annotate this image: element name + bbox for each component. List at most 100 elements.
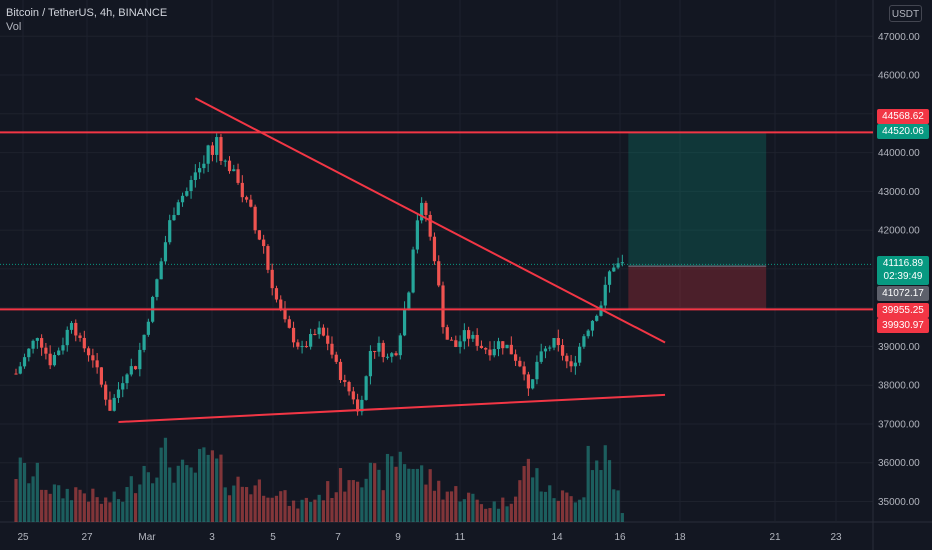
x-tick-label: 21 [769, 532, 781, 543]
x-tick-label: 16 [614, 532, 626, 543]
y-tick-label: 47000.00 [878, 32, 920, 43]
candle-body [479, 345, 484, 348]
x-tick-label: 14 [551, 532, 563, 543]
volume-bar [125, 487, 129, 522]
volume-bar [210, 450, 215, 522]
candle-body [462, 330, 466, 342]
volume-bar [539, 491, 543, 522]
candle-body [573, 362, 577, 367]
x-tick-label: 9 [395, 532, 401, 543]
candle-body [159, 261, 163, 280]
volume-bar [146, 472, 150, 522]
volume-bar [398, 451, 402, 522]
candle-body [155, 279, 159, 297]
volume-bar [215, 458, 219, 522]
volume-bar [347, 480, 351, 522]
candle-body [95, 360, 99, 368]
volume-bar [582, 497, 586, 522]
candle-body [607, 271, 612, 285]
volume-label[interactable]: Vol [6, 21, 22, 33]
candle-body [210, 145, 215, 155]
volume-bar [129, 476, 133, 522]
candle-body [22, 357, 27, 367]
volume-bar [548, 485, 552, 522]
candle-body [172, 214, 176, 221]
volume-bar [52, 484, 57, 522]
volume-bar [244, 487, 249, 522]
position-stop-zone [628, 266, 767, 310]
candle-body [599, 305, 603, 316]
candle-body [454, 340, 458, 347]
candle-body [488, 349, 492, 356]
candle-body [138, 349, 142, 370]
candle-body [543, 348, 548, 352]
candle-body [206, 145, 210, 164]
symbol-title[interactable]: Bitcoin / TetherUS, 4h, BINANCE [6, 7, 168, 19]
volume-bar [274, 495, 279, 522]
volume-bar [501, 497, 505, 522]
volume-bar [560, 490, 565, 522]
y-tick-label: 36000.00 [878, 458, 920, 469]
long-position-tool [0, 132, 873, 310]
volume-bar [526, 458, 530, 522]
candle-body [317, 327, 321, 335]
x-tick-label: Mar [138, 532, 156, 543]
volume-bar [91, 488, 95, 522]
bar-countdown: 02:39:49 [883, 271, 923, 282]
volume-bar [330, 497, 334, 522]
volume-bar [578, 499, 582, 522]
candle-body [202, 163, 206, 169]
candle-body [40, 338, 44, 348]
y-tick-label: 37000.00 [878, 419, 920, 430]
volume-bar [458, 501, 462, 522]
volume-bar [249, 494, 253, 522]
volume-bar [595, 460, 599, 522]
volume-bar [185, 465, 189, 522]
volume-bar [590, 470, 595, 522]
currency-button[interactable]: USDT [889, 5, 922, 22]
candle-body [244, 197, 249, 200]
candle-body [321, 327, 326, 336]
candle-body [505, 344, 509, 349]
volume-bar [193, 472, 197, 522]
x-tick-label: 5 [270, 532, 276, 543]
volume-bar [262, 495, 266, 522]
candle-body [31, 340, 35, 349]
volume-bar [300, 499, 304, 522]
candle-body [18, 366, 22, 374]
candle-body [57, 350, 61, 355]
candle-body [257, 230, 261, 240]
volume-bar [40, 489, 44, 522]
time-axis: 25 27 Mar 3 5 7 9 11 14 16 18 21 23 [17, 532, 842, 543]
candle-body [133, 366, 138, 370]
volume-bar [535, 468, 539, 522]
volume-bar [449, 491, 454, 522]
volume-bar [531, 477, 535, 522]
candle-body [492, 349, 496, 356]
x-tick-label: 25 [17, 532, 29, 543]
candle-body [509, 344, 513, 355]
price-tag: 39930.97 [877, 318, 929, 333]
volume-bar [518, 480, 522, 522]
candle-body [467, 330, 471, 339]
candle-body [163, 242, 168, 262]
volume-bar [454, 486, 458, 522]
candle-body [300, 346, 304, 348]
x-tick-label: 18 [674, 532, 686, 543]
legend: Bitcoin / TetherUS, 4h, BINANCE Vol [6, 6, 167, 34]
candle-body [496, 341, 501, 350]
candle-body [334, 354, 338, 362]
candle-body [142, 334, 146, 350]
candle-body [539, 351, 543, 362]
candle-body [616, 263, 620, 268]
trend-line [194, 97, 666, 344]
candle-body [291, 327, 296, 343]
volume-bar [57, 485, 61, 522]
volume-bar [227, 495, 232, 522]
y-tick-label: 38000.00 [878, 381, 920, 392]
volume-bar [373, 463, 377, 522]
candle-body [215, 137, 219, 155]
volume-bar [475, 499, 479, 522]
